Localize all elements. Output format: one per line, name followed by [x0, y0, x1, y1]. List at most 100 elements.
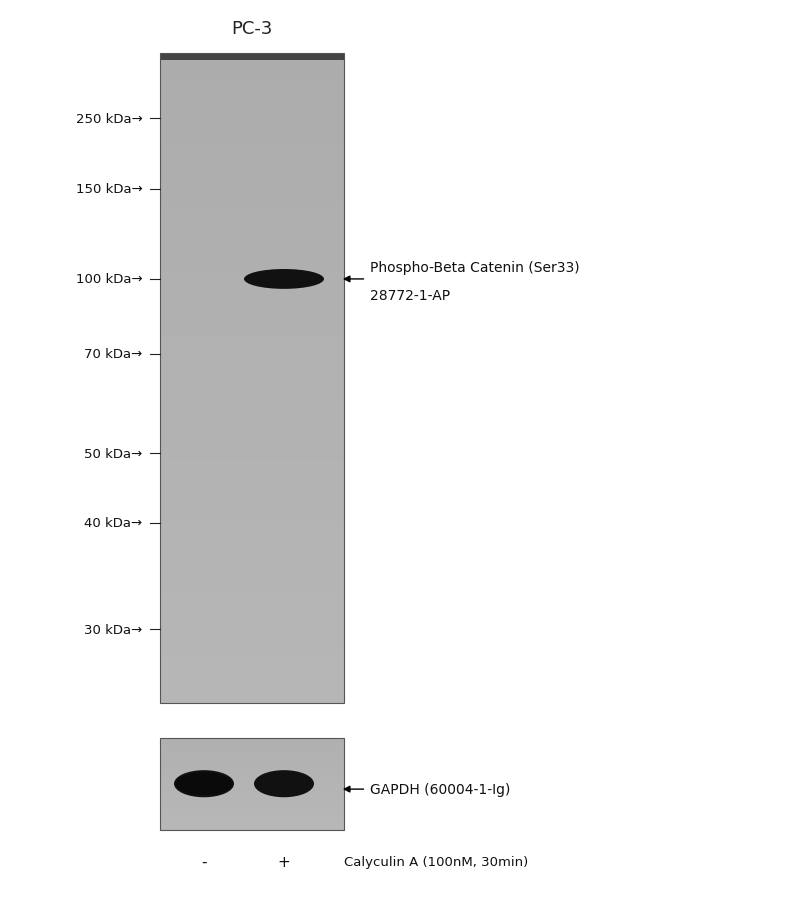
Bar: [160, 698, 344, 704]
Bar: [160, 54, 344, 61]
Bar: [160, 244, 344, 249]
Bar: [160, 363, 344, 368]
Bar: [160, 781, 344, 784]
Bar: [160, 330, 344, 336]
Bar: [160, 92, 344, 97]
Bar: [160, 260, 344, 265]
Bar: [160, 195, 344, 200]
Bar: [160, 184, 344, 189]
Bar: [160, 357, 344, 363]
Bar: [160, 238, 344, 244]
Bar: [160, 763, 344, 766]
Bar: [160, 741, 344, 742]
Bar: [160, 222, 344, 227]
Bar: [160, 141, 344, 146]
Ellipse shape: [175, 772, 233, 796]
Bar: [160, 766, 344, 768]
Bar: [160, 471, 344, 476]
Bar: [160, 65, 344, 70]
Bar: [160, 503, 344, 509]
Bar: [160, 200, 344, 206]
Ellipse shape: [174, 770, 234, 797]
Bar: [160, 76, 344, 81]
Bar: [160, 606, 344, 612]
Bar: [160, 823, 344, 825]
Bar: [160, 639, 344, 644]
Bar: [160, 644, 344, 649]
Bar: [160, 157, 344, 162]
Bar: [160, 482, 344, 487]
Bar: [160, 314, 344, 319]
Ellipse shape: [244, 270, 324, 290]
Bar: [160, 777, 344, 779]
Bar: [160, 520, 344, 525]
Bar: [160, 617, 344, 622]
Text: +: +: [278, 854, 290, 869]
Bar: [160, 81, 344, 87]
Bar: [160, 438, 344, 444]
Bar: [160, 745, 344, 747]
Bar: [160, 812, 344, 814]
Bar: [160, 827, 344, 830]
Bar: [160, 796, 344, 797]
Bar: [160, 802, 344, 805]
Bar: [160, 791, 344, 793]
Bar: [160, 103, 344, 108]
Bar: [160, 687, 344, 693]
Bar: [160, 649, 344, 655]
Bar: [160, 216, 344, 222]
Bar: [160, 676, 344, 682]
Bar: [160, 146, 344, 152]
Text: 150 kDa→: 150 kDa→: [76, 183, 142, 196]
Bar: [160, 433, 344, 438]
Bar: [160, 352, 344, 357]
Text: 100 kDa→: 100 kDa→: [76, 273, 142, 286]
Bar: [160, 805, 344, 807]
Bar: [160, 97, 344, 103]
Bar: [160, 536, 344, 541]
Bar: [160, 814, 344, 816]
Bar: [160, 809, 344, 812]
Bar: [160, 525, 344, 530]
Bar: [160, 557, 344, 563]
Bar: [160, 254, 344, 260]
Bar: [160, 54, 344, 704]
Bar: [160, 390, 344, 395]
Bar: [160, 411, 344, 417]
Bar: [160, 346, 344, 352]
Bar: [160, 784, 344, 787]
Bar: [160, 821, 344, 823]
Bar: [160, 303, 344, 308]
Bar: [160, 666, 344, 671]
Bar: [160, 825, 344, 827]
Bar: [160, 168, 344, 173]
Bar: [160, 816, 344, 818]
Bar: [160, 584, 344, 590]
Bar: [160, 595, 344, 601]
Text: 28772-1-AP: 28772-1-AP: [370, 289, 450, 303]
Bar: [160, 227, 344, 233]
Bar: [160, 660, 344, 666]
Bar: [160, 563, 344, 568]
Bar: [160, 756, 344, 759]
Bar: [160, 341, 344, 346]
Text: -: -: [202, 854, 206, 869]
Bar: [160, 211, 344, 216]
Bar: [160, 206, 344, 211]
Bar: [160, 108, 344, 114]
Bar: [160, 298, 344, 303]
Bar: [160, 70, 344, 76]
Bar: [160, 265, 344, 271]
Bar: [160, 124, 344, 130]
Bar: [160, 541, 344, 547]
Bar: [160, 579, 344, 584]
Bar: [160, 130, 344, 135]
Bar: [160, 373, 344, 379]
Bar: [160, 530, 344, 536]
Bar: [160, 590, 344, 595]
Text: Phospho-Beta Catenin (Ser33): Phospho-Beta Catenin (Ser33): [370, 261, 579, 275]
Bar: [160, 655, 344, 660]
Bar: [160, 287, 344, 292]
Bar: [160, 793, 344, 796]
Bar: [160, 750, 344, 751]
